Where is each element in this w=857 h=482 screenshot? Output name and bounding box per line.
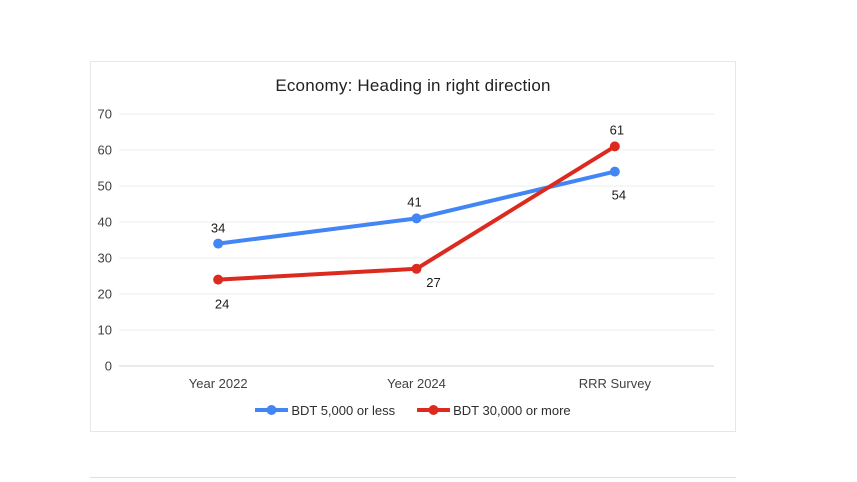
y-tick-label: 70 — [98, 107, 112, 122]
x-axis-label: Year 2022 — [189, 376, 248, 391]
y-tick-label: 50 — [98, 179, 112, 194]
next-card-top-edge — [90, 477, 736, 482]
legend-line-marker-icon — [255, 405, 289, 415]
data-point — [609, 141, 620, 152]
chart-title: Economy: Heading in right direction — [275, 76, 551, 95]
data-point-label: 54 — [612, 188, 626, 203]
chart-card: Economy: Heading in right direction 0 10 2… — [90, 61, 736, 432]
y-tick-label: 60 — [98, 143, 112, 158]
series-line — [216, 144, 617, 282]
data-point — [609, 166, 620, 177]
data-point-label: 61 — [610, 122, 624, 137]
legend-item: BDT 30,000 or more — [417, 403, 571, 418]
legend-item: BDT 5,000 or less — [255, 403, 395, 418]
y-tick-label: 40 — [98, 215, 112, 230]
x-axis-label: RRR Survey — [579, 376, 652, 391]
data-point — [411, 213, 422, 224]
data-point — [213, 274, 224, 285]
y-tick-label: 10 — [98, 323, 112, 338]
data-point-label: 41 — [407, 194, 421, 209]
legend-label: BDT 5,000 or less — [291, 402, 396, 418]
legend-line-marker-icon — [417, 405, 451, 415]
data-point — [213, 238, 224, 249]
y-tick-label: 30 — [98, 251, 112, 266]
legend-label: BDT 30,000 or more — [453, 402, 571, 418]
line-chart: 0 10 20 30 40 50 60 70 Year 2022 Year 2024 RRR Sur… — [98, 107, 714, 391]
data-point-label: 24 — [215, 297, 229, 312]
x-axis-label: Year 2024 — [387, 376, 446, 391]
y-tick-label: 20 — [98, 287, 112, 302]
data-point-label: 34 — [211, 221, 225, 236]
data-point — [411, 263, 422, 274]
data-point-label: 27 — [426, 275, 440, 290]
chart-legend: BDT 5,000 or less BDT 30,000 or more — [91, 401, 735, 419]
y-tick-label: 0 — [105, 359, 112, 374]
